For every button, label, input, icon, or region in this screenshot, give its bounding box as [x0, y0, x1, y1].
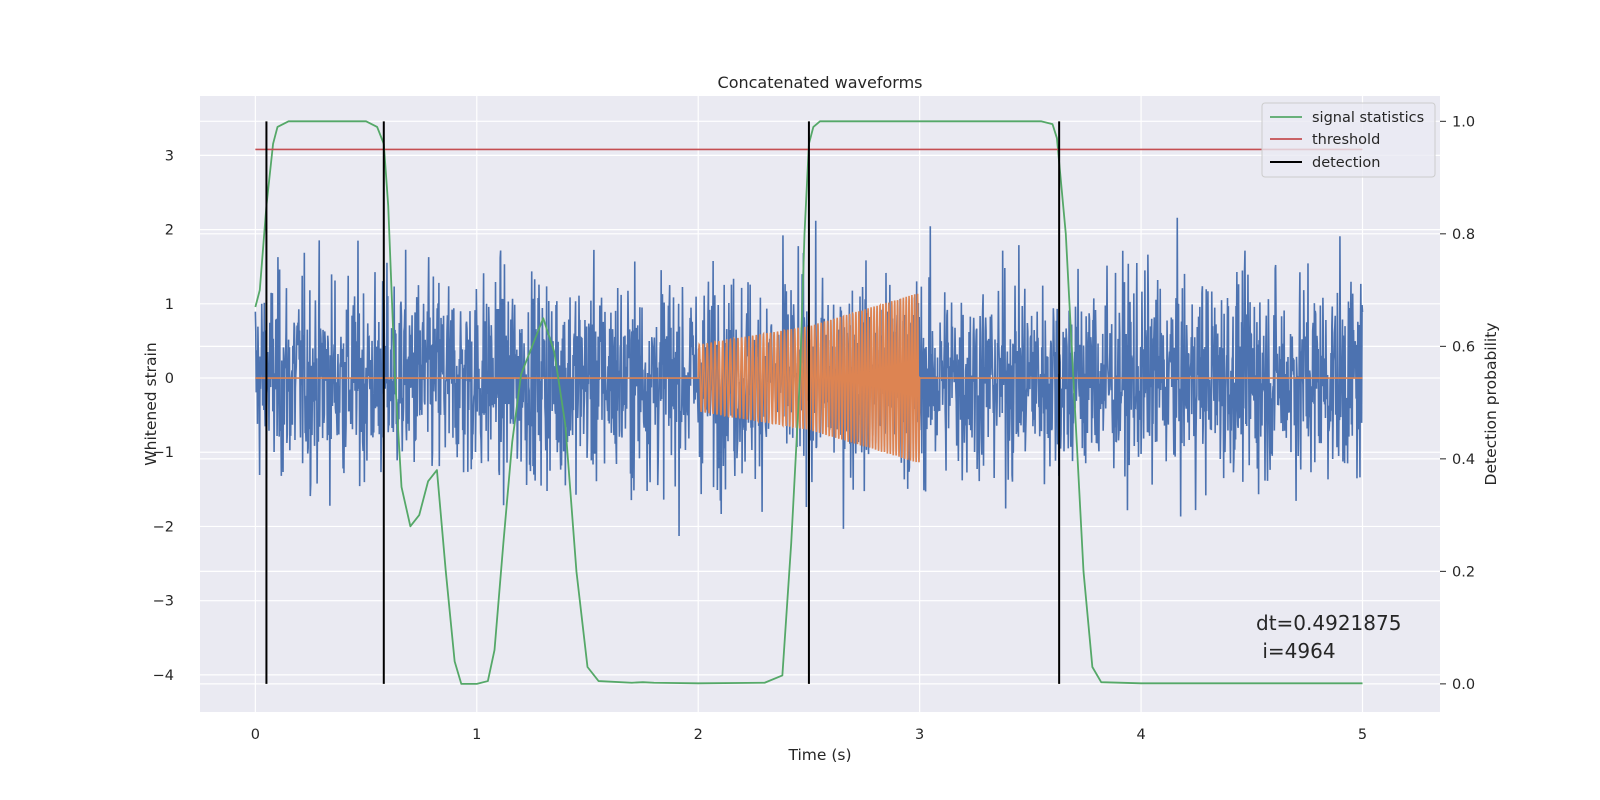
annotation-dt: dt=0.4921875: [1256, 611, 1401, 635]
x-axis-label: Time (s): [787, 746, 851, 764]
legend-label-threshold: threshold: [1312, 132, 1380, 148]
y-tick-label: −4: [153, 668, 174, 684]
series-layer: [254, 120, 1364, 685]
y-right-tick-label: 0.2: [1452, 564, 1475, 580]
y-right-tick-label: 0.0: [1452, 677, 1475, 693]
x-tick-label: 1: [472, 727, 481, 743]
y-tick-label: −3: [153, 594, 174, 610]
y-tick-label: −2: [153, 519, 174, 535]
legend: signal statistics threshold detection: [1261, 102, 1436, 178]
chart-title: Concatenated waveforms: [718, 73, 923, 92]
y-tick-label: 0: [165, 371, 174, 387]
y-right-tick-label: 0.4: [1452, 452, 1475, 468]
y-right-tick-label: 0.8: [1452, 227, 1475, 243]
x-tick-label: 5: [1358, 727, 1367, 743]
legend-label-signal-statistics: signal statistics: [1312, 110, 1424, 126]
x-tick-label: 2: [694, 727, 703, 743]
y-tick-label: 2: [165, 223, 174, 239]
x-tick-label: 3: [915, 727, 924, 743]
y-axis-label: Whitened strain: [142, 342, 160, 465]
legend-label-detection: detection: [1312, 155, 1380, 171]
signal-statistics-line: [254, 120, 1363, 685]
ticks: 0 1 2 3 4 5 3 2 1 0 −1 −2 −3 −4 1.0 0.8 0.6 0.4 0.2 0.0: [153, 114, 1475, 743]
x-tick-label: 0: [251, 727, 260, 743]
y-tick-label: −1: [153, 445, 174, 461]
legend-box: [1261, 102, 1436, 178]
y-tick-label: 3: [165, 148, 174, 164]
y-right-tick-label: 1.0: [1452, 114, 1475, 130]
annotation-i: i=4964: [1256, 639, 1336, 663]
y-right-tick-label: 0.6: [1452, 339, 1475, 355]
y-tick-label: 1: [165, 297, 174, 313]
x-tick-label: 4: [1136, 727, 1145, 743]
y-axis-label-right: Detection probability: [1482, 323, 1500, 486]
